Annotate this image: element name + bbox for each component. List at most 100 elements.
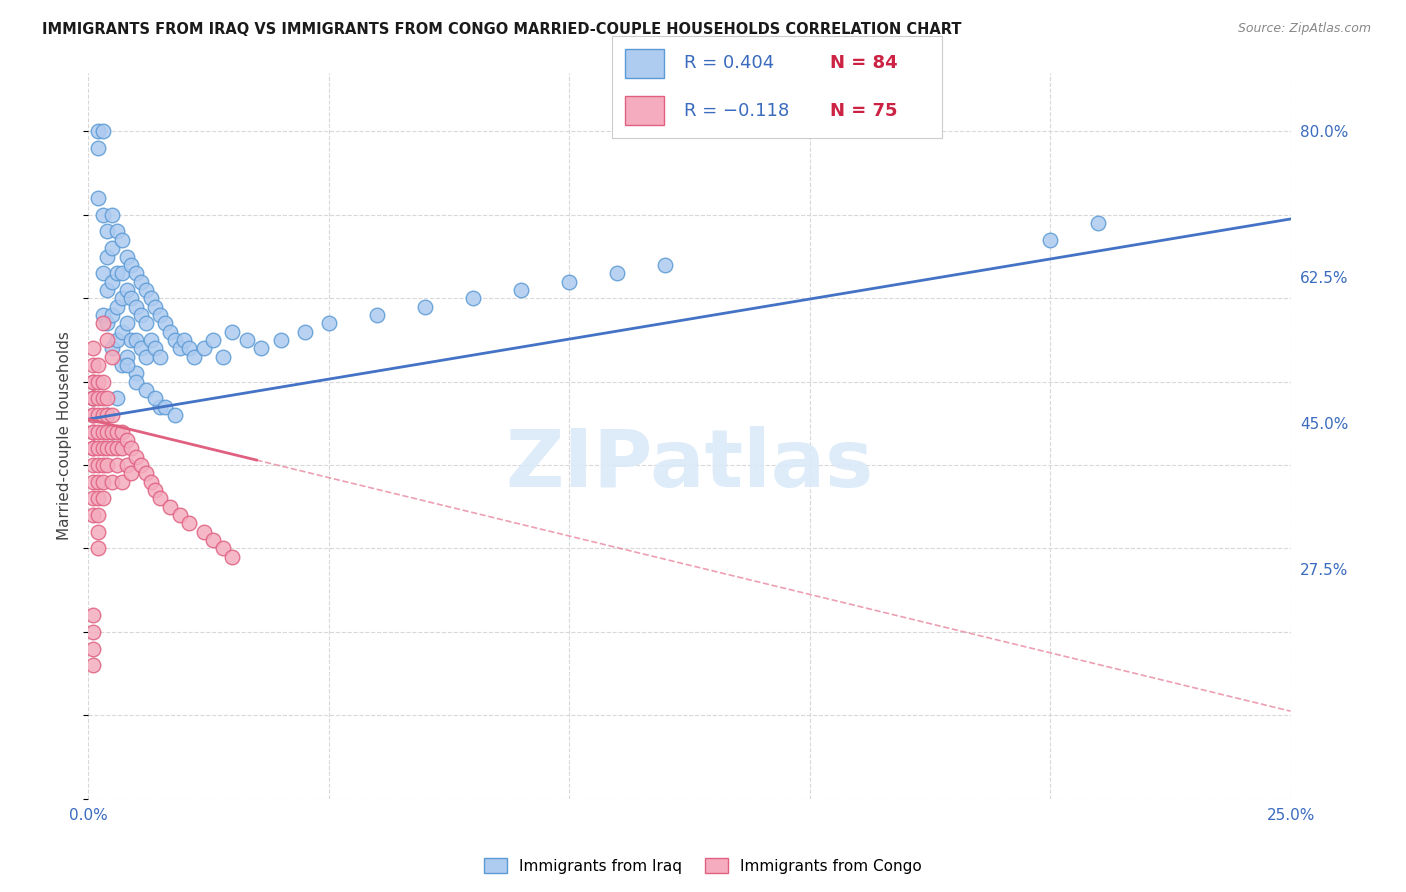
Point <box>125 366 148 380</box>
Point <box>82 475 104 489</box>
Point <box>139 333 162 347</box>
Point <box>96 442 118 456</box>
Point <box>149 308 172 322</box>
Point <box>120 333 142 347</box>
Point <box>101 442 124 456</box>
Point <box>145 483 167 497</box>
Text: R = −0.118: R = −0.118 <box>685 102 790 120</box>
Point <box>413 300 436 314</box>
Point <box>101 208 124 222</box>
Point <box>149 350 172 364</box>
Point <box>153 316 176 330</box>
Point <box>82 624 104 639</box>
Point <box>101 341 124 355</box>
Point <box>1039 233 1062 247</box>
Point <box>169 341 191 355</box>
Point <box>91 375 114 389</box>
Point <box>105 442 128 456</box>
Point <box>101 408 124 422</box>
Point <box>145 392 167 406</box>
Point <box>91 124 114 138</box>
Point <box>183 350 205 364</box>
Point <box>461 291 484 305</box>
Point <box>111 442 134 456</box>
Point <box>91 308 114 322</box>
Point <box>87 124 110 138</box>
Point <box>82 375 104 389</box>
Point <box>179 516 201 531</box>
Point <box>87 442 110 456</box>
Point <box>96 225 118 239</box>
Point <box>153 400 176 414</box>
Point <box>91 316 114 330</box>
Point <box>120 442 142 456</box>
Point <box>654 258 676 272</box>
Point <box>120 291 142 305</box>
Point <box>101 475 124 489</box>
Point <box>96 408 118 422</box>
FancyBboxPatch shape <box>624 96 665 125</box>
Point <box>115 350 138 364</box>
Point <box>173 333 195 347</box>
Point <box>82 392 104 406</box>
Point <box>163 333 186 347</box>
Point <box>87 508 110 522</box>
Point <box>129 458 152 472</box>
Point <box>111 425 134 439</box>
Point <box>87 408 110 422</box>
Point <box>111 358 134 372</box>
Point <box>510 283 533 297</box>
Point <box>101 308 124 322</box>
Point <box>87 541 110 556</box>
Point <box>135 316 157 330</box>
FancyBboxPatch shape <box>624 49 665 78</box>
Point <box>82 341 104 355</box>
Point <box>82 508 104 522</box>
Point <box>101 425 124 439</box>
Point <box>82 392 104 406</box>
Point <box>96 425 118 439</box>
Point <box>115 358 138 372</box>
Point <box>111 233 134 247</box>
Point <box>111 266 134 280</box>
Point <box>82 408 104 422</box>
Point <box>87 392 110 406</box>
Point <box>96 408 118 422</box>
Point <box>91 392 114 406</box>
Point <box>135 383 157 397</box>
Point <box>135 467 157 481</box>
Point <box>270 333 292 347</box>
Legend: Immigrants from Iraq, Immigrants from Congo: Immigrants from Iraq, Immigrants from Co… <box>478 852 928 880</box>
Point <box>606 266 628 280</box>
Point <box>135 350 157 364</box>
Point <box>82 392 104 406</box>
Point <box>105 392 128 406</box>
Point <box>221 549 243 564</box>
Point <box>211 541 233 556</box>
Point <box>105 333 128 347</box>
Point <box>139 291 162 305</box>
Point <box>129 308 152 322</box>
Point <box>294 325 316 339</box>
Point <box>101 350 124 364</box>
Point <box>82 442 104 456</box>
Y-axis label: Married-couple Households: Married-couple Households <box>58 332 72 541</box>
Point <box>139 475 162 489</box>
Point <box>101 275 124 289</box>
Point <box>87 458 110 472</box>
Point <box>1087 216 1109 230</box>
Point <box>91 266 114 280</box>
Point <box>159 325 181 339</box>
Point <box>193 341 215 355</box>
Point <box>82 458 104 472</box>
Point <box>125 375 148 389</box>
Point <box>91 491 114 506</box>
Point <box>120 467 142 481</box>
Point <box>366 308 388 322</box>
Point <box>82 442 104 456</box>
Point <box>82 641 104 656</box>
Point <box>87 491 110 506</box>
Point <box>250 341 273 355</box>
Point <box>129 275 152 289</box>
Point <box>129 341 152 355</box>
